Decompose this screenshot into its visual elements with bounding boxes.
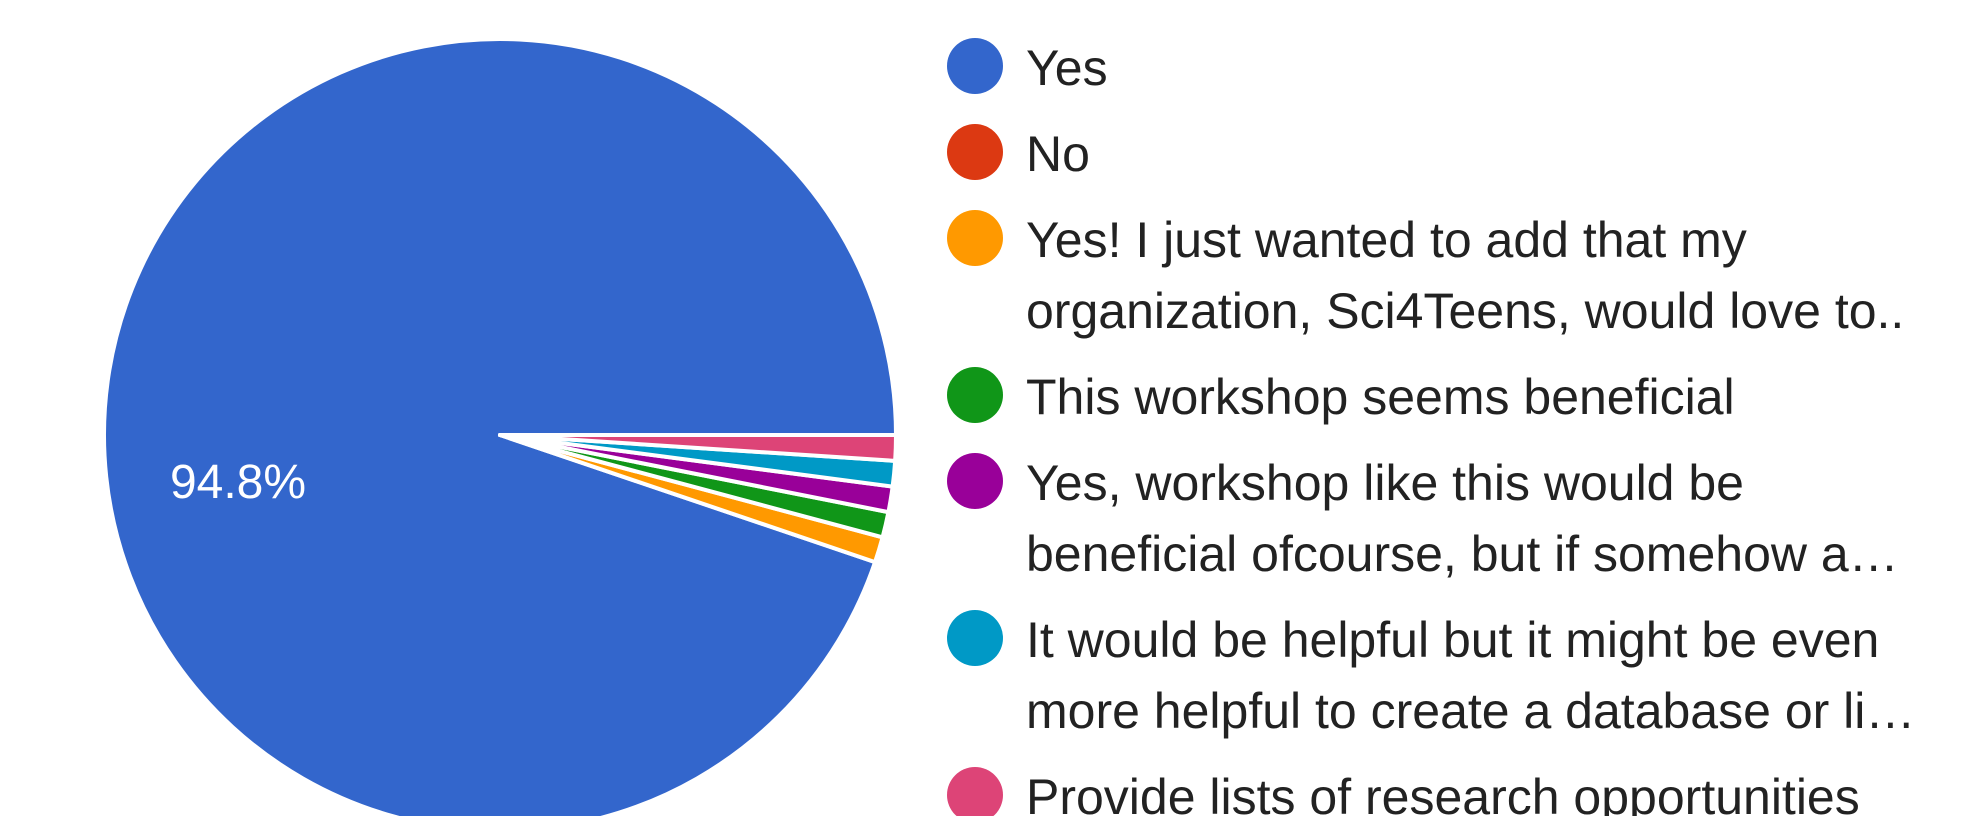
pie-slice-0	[102, 37, 898, 816]
legend-label-line-0-0: Yes	[1026, 40, 1108, 96]
legend-item-6: Provide lists of research opportunities	[947, 759, 1967, 816]
legend-label-line-3-0: This workshop seems beneficial	[1026, 369, 1735, 425]
legend-label-6: Provide lists of research opportunities	[1026, 759, 1966, 816]
legend-label-1: No	[1026, 116, 1966, 192]
legend-swatch-4	[947, 453, 1003, 509]
legend-label-line-6-0: Provide lists of research opportunities	[1026, 769, 1860, 816]
legend-label-line-5-1: more helpful to create a database or li…	[1026, 683, 1916, 739]
legend-item-4: Yes, workshop like this would be benefici…	[947, 445, 1967, 592]
legend-item-1: No	[947, 116, 1967, 192]
slice-data-label-0: 94.8%	[170, 456, 306, 509]
legend-swatch-3	[947, 367, 1003, 423]
legend-label-0: Yes	[1026, 30, 1966, 106]
legend-label-2: Yes! I just wanted to add that my organiz…	[1026, 202, 1966, 344]
legend-item-2: Yes! I just wanted to add that my organiz…	[947, 202, 1967, 349]
pie-slice-6	[498, 433, 898, 463]
legend-swatch-6	[947, 767, 1003, 816]
legend-label-line-4-0: Yes, workshop like this would be	[1026, 455, 1744, 511]
legend-label-line-5-0: It would be helpful but it might be even	[1026, 612, 1880, 668]
legend-label-4: Yes, workshop like this would be benefici…	[1026, 445, 1966, 587]
legend-swatch-5	[947, 610, 1003, 666]
legend-swatch-0	[947, 38, 1003, 94]
legend-swatch-2	[947, 210, 1003, 266]
legend-label-line-2-0: Yes! I just wanted to add that my	[1026, 212, 1747, 268]
legend-item-0: Yes	[947, 30, 1967, 106]
legend-swatch-1	[947, 124, 1003, 180]
legend-item-5: It would be helpful but it might be even…	[947, 602, 1967, 749]
legend-label-line-2-1: organization, Sci4Teens, would love to..	[1026, 283, 1905, 339]
legend-label-3: This workshop seems beneficial	[1026, 359, 1966, 435]
legend-label-line-1-0: No	[1026, 126, 1090, 182]
legend-label-5: It would be helpful but it might be even…	[1026, 602, 1966, 744]
legend-item-3: This workshop seems beneficial	[947, 359, 1967, 435]
legend-label-line-4-1: beneficial ofcourse, but if somehow a…	[1026, 526, 1899, 582]
